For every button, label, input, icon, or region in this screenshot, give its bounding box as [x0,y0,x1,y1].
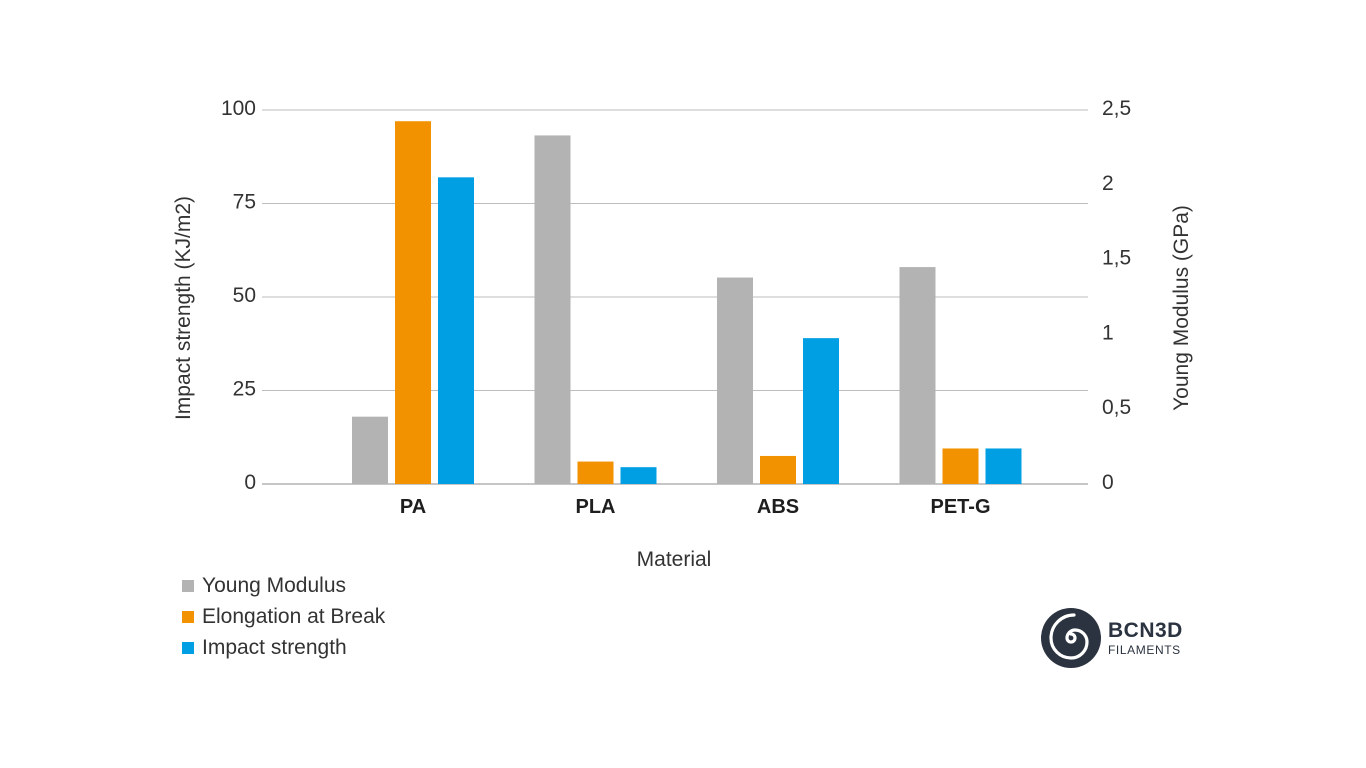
legend-item-impact-strength: Impact strength [182,632,385,663]
bar-young-modulus-pa [352,416,388,484]
bars [352,121,1022,484]
left-tick-label: 100 [221,97,256,120]
bar-impact-strength-pet-g [985,448,1022,484]
spiral-logo-icon [1041,608,1101,668]
category-label: PET-G [930,496,990,518]
legend-label: Young Modulus [202,573,347,597]
bar-elongation-at-break-abs [760,455,796,484]
bar-impact-strength-abs [803,338,839,484]
bar-impact-strength-pa [438,177,474,484]
bar-impact-strength-pla [620,467,657,484]
left-tick-label: 75 [233,191,256,214]
right-tick-label: 1,5 [1102,247,1131,270]
x-axis-title: Material [637,548,712,571]
category-labels: PA PLA ABS PET-G [400,496,991,518]
right-tick-label: 1 [1102,321,1114,344]
legend-swatch [182,579,194,592]
category-label: ABS [757,496,799,518]
category-label: PA [400,496,426,518]
legend-swatch [182,610,194,623]
legend: Young Modulus Elongation at Break Impact… [182,570,385,663]
bar-young-modulus-pet-g [899,267,936,484]
right-tick-label: 2,5 [1102,97,1131,120]
left-tick-label: 50 [233,284,256,307]
legend-item-young-modulus: Young Modulus [182,570,385,601]
left-axis-ticks: 0 25 50 75 100 [221,97,256,494]
legend-label: Impact strength [202,635,347,659]
right-axis-title: Young Modulus (GPa) [1170,205,1193,411]
right-axis-ticks: 0 0,5 1 1,5 2 2,5 [1102,97,1131,494]
bar-elongation-at-break-pa [395,121,431,484]
legend-item-elongation: Elongation at Break [182,601,385,632]
left-tick-label: 0 [244,471,256,494]
logo-name: BCN3D [1108,619,1183,642]
bar-young-modulus-abs [717,277,753,484]
right-tick-label: 0,5 [1102,396,1131,419]
left-tick-label: 25 [233,378,256,401]
left-axis-title: Impact strength (KJ/m2) [172,196,195,420]
legend-swatch [182,641,194,654]
right-tick-label: 0 [1102,471,1114,494]
brand-logo: BCN3D FILAMENTS [1040,607,1183,669]
logo-subtitle: FILAMENTS [1108,643,1181,657]
bar-elongation-at-break-pet-g [942,448,979,484]
legend-label: Elongation at Break [202,604,386,628]
bar-young-modulus-pla [534,135,571,484]
category-label: PLA [576,496,616,518]
right-tick-label: 2 [1102,172,1114,195]
bar-elongation-at-break-pla [577,461,614,484]
